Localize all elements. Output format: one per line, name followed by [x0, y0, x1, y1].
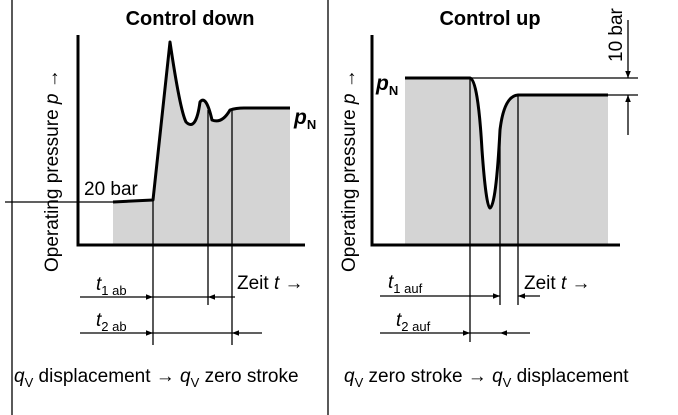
- label-part: t: [561, 273, 567, 294]
- caption: qV zero stroke → qV displacement: [344, 366, 629, 390]
- time-label: Zeit t →: [237, 273, 304, 294]
- y-axis-label: Operating pressure p →: [339, 69, 360, 272]
- label-part: p: [42, 94, 63, 106]
- label-part: t: [274, 273, 280, 294]
- label-part: t: [396, 310, 402, 331]
- axes: [76, 35, 305, 247]
- label-part: p: [339, 94, 360, 106]
- label-part: V: [355, 375, 364, 390]
- label-part: Operating pressure: [339, 104, 360, 272]
- t2-label: t2 ab: [96, 310, 127, 334]
- label-part: 1 ab: [101, 283, 126, 298]
- pressure-curve: [405, 76, 608, 210]
- pressure-curve: [112, 40, 290, 204]
- step-label: 10 bar: [606, 7, 627, 62]
- label-part: V: [503, 375, 512, 390]
- label-part: →: [339, 69, 360, 93]
- label-part: displacement: [511, 366, 629, 387]
- pressure-area: [405, 78, 608, 245]
- panel-title: Control down: [126, 8, 255, 30]
- label-part: zero stroke: [199, 366, 298, 387]
- label-part: Zeit: [237, 273, 274, 294]
- label-part: q: [492, 366, 503, 387]
- label-part: V: [191, 375, 200, 390]
- label-part: 2 ab: [101, 319, 126, 334]
- nominal-label: pN: [375, 72, 398, 98]
- label-part: t: [388, 272, 394, 293]
- t1-label: t1 auf: [388, 272, 423, 296]
- axes: [370, 35, 620, 247]
- label-part: 1 auf: [393, 281, 422, 296]
- label-part: p: [293, 106, 307, 129]
- t2-label: t2 auf: [396, 310, 431, 334]
- label-part: →: [279, 273, 303, 294]
- level-label: 20 bar: [84, 179, 139, 200]
- label-part: zero stroke →: [363, 366, 492, 387]
- label-part: q: [344, 366, 355, 387]
- label-part: q: [180, 366, 191, 387]
- label-part: p: [375, 72, 389, 95]
- y-axis-label: Operating pressure p →: [42, 69, 63, 272]
- label-part: Operating pressure: [42, 104, 63, 272]
- label-part: 2 auf: [401, 319, 430, 334]
- label-part: displacement →: [33, 366, 180, 387]
- label-part: Zeit: [524, 273, 561, 294]
- label-part: t: [96, 310, 102, 331]
- pressure-area: [113, 42, 290, 245]
- nominal-label: pN: [293, 106, 316, 132]
- label-part: →: [566, 273, 590, 294]
- t1-label: t1 ab: [96, 274, 127, 298]
- panel-title: Control up: [439, 8, 540, 30]
- label-part: t: [96, 274, 102, 295]
- label-part: V: [25, 375, 34, 390]
- caption: qV displacement → qV zero stroke: [14, 366, 299, 390]
- label-part: q: [14, 366, 25, 387]
- label-part: N: [307, 117, 316, 132]
- label-part: N: [389, 83, 398, 98]
- time-label: Zeit t →: [524, 273, 591, 294]
- label-part: →: [42, 69, 63, 93]
